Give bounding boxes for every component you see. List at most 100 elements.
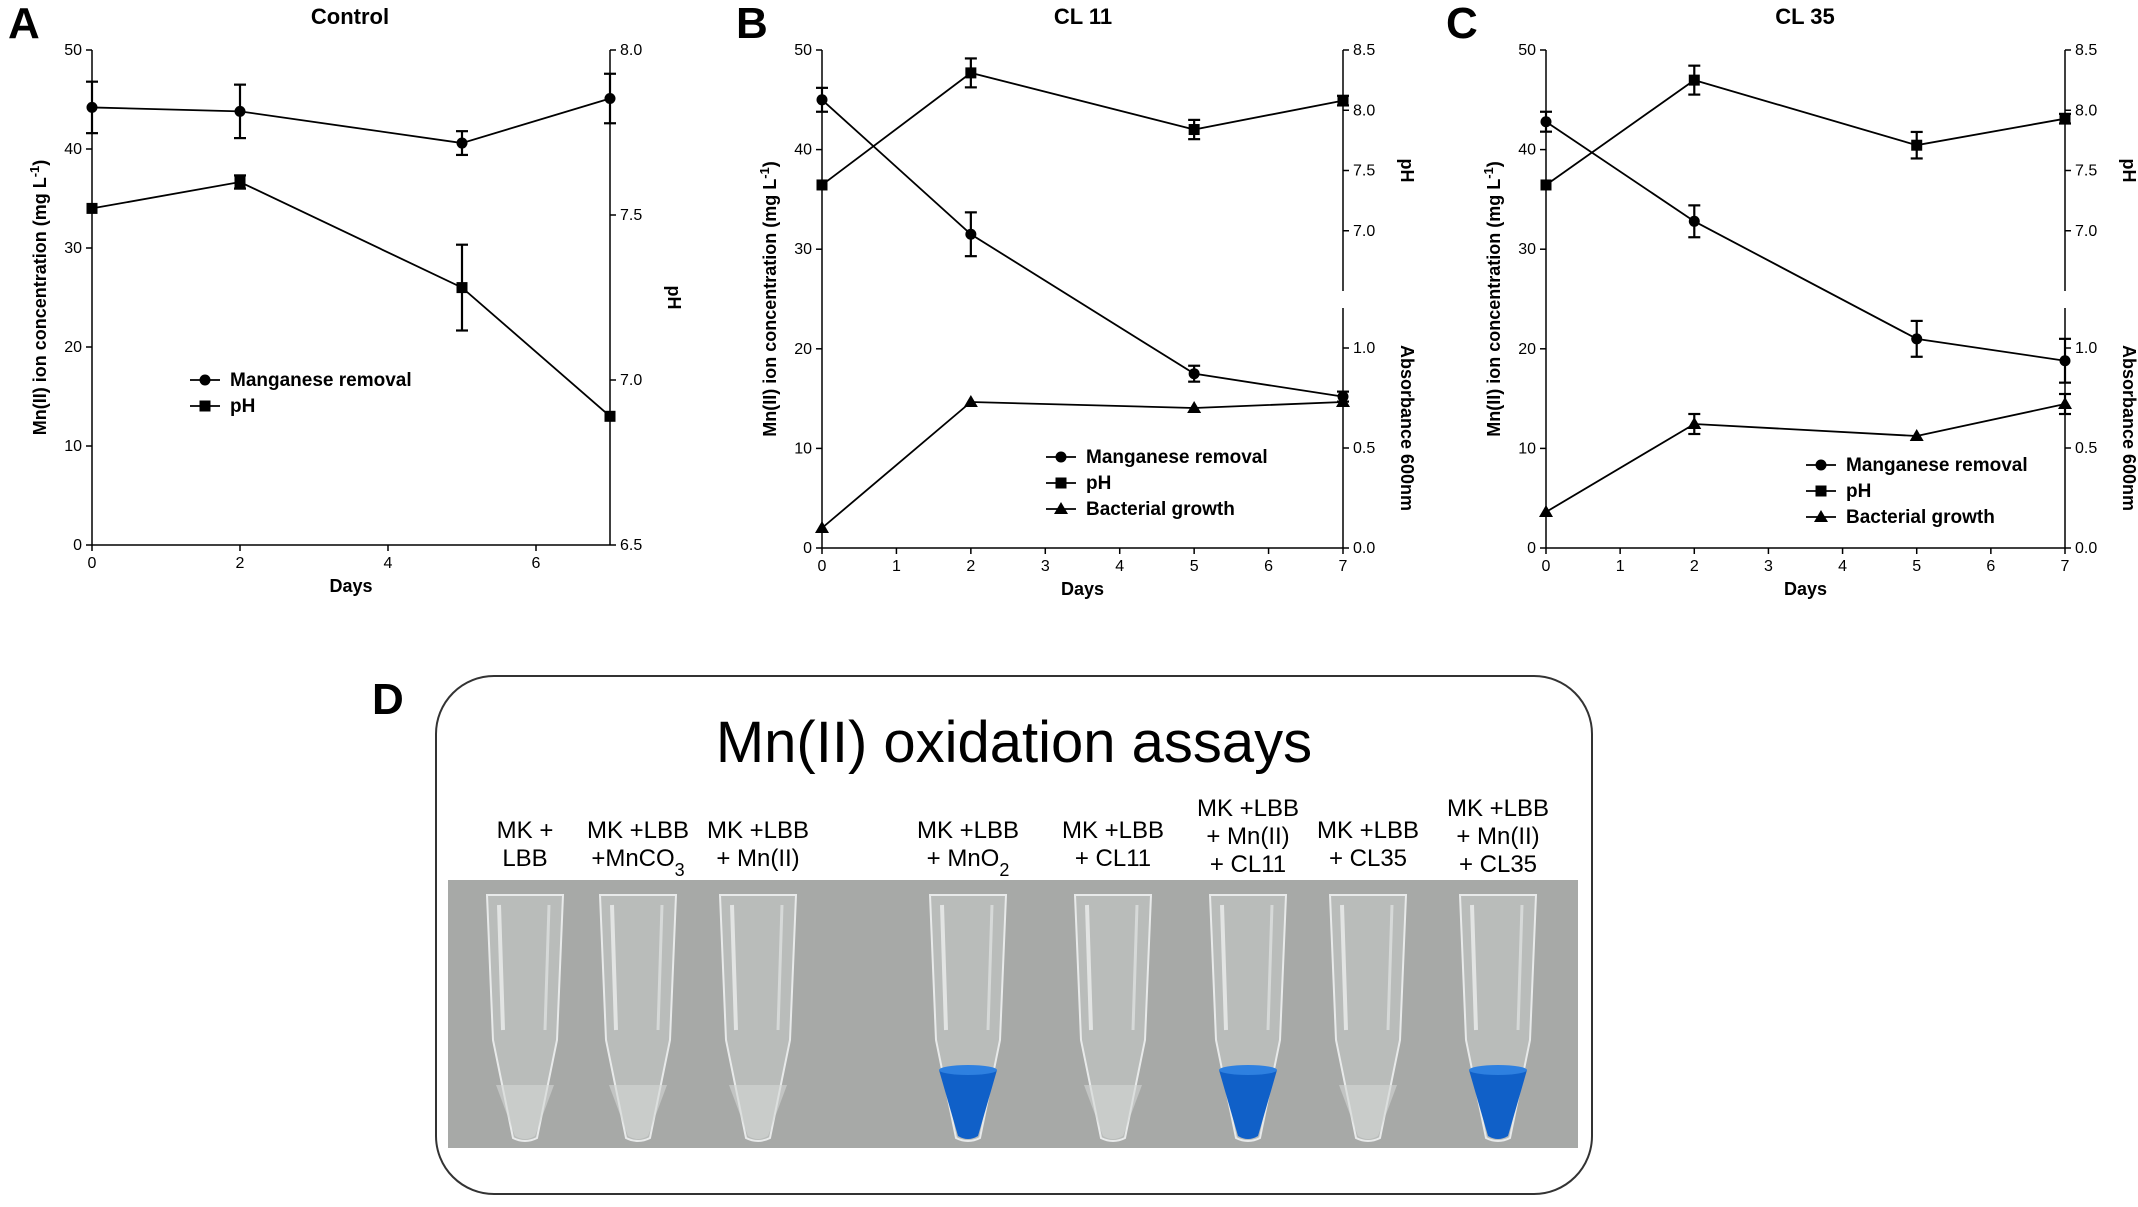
y-tick-label-left: 20 — [64, 339, 82, 356]
data-point — [1689, 75, 1700, 86]
x-tick-label: 4 — [1838, 558, 1847, 575]
y-axis-right-ph-tick-label: 8.0 — [1353, 102, 1375, 119]
data-point — [87, 203, 98, 214]
data-point — [1539, 505, 1553, 517]
series-manganese-removal — [816, 88, 1349, 402]
legend-marker — [1056, 452, 1067, 463]
series-line — [822, 73, 1343, 185]
tube-label-line: + CL35 — [1459, 851, 1537, 878]
series-manganese-removal — [1540, 112, 2071, 383]
data-point — [2060, 355, 2071, 366]
series-line — [1546, 122, 2065, 361]
data-point — [457, 138, 468, 149]
x-axis-label: Days — [1784, 579, 1827, 599]
y-axis-label-left: Mn(II) ion concentration (mg L-1) — [1481, 161, 1505, 437]
y-axis-right-absorbance-tick-label: 0.0 — [2075, 540, 2097, 557]
y-axis-label-left: Mn(II) ion concentration (mg L-1) — [27, 160, 51, 436]
y-tick-label-left: 20 — [794, 341, 812, 358]
tube-label-line: + Mn(II) — [716, 845, 799, 872]
y-axis-right-ph-tick-label: 8.5 — [1353, 42, 1375, 59]
liquid-surface — [939, 1065, 997, 1075]
panel-letter-b: B — [736, 0, 768, 48]
legend-label: pH — [1086, 473, 1111, 494]
chart-title: Control — [311, 4, 389, 29]
y-tick-label-left: 30 — [64, 240, 82, 257]
legend-label: pH — [1846, 481, 1871, 502]
y-tick-label-left: 10 — [794, 440, 812, 457]
y-tick-label-left: 50 — [794, 42, 812, 59]
legend-marker — [200, 401, 211, 412]
y-axis-right-absorbance-label: Absorbance 600nm — [1397, 345, 1417, 511]
series-line — [1546, 80, 2065, 185]
x-tick-label: 4 — [1115, 558, 1124, 575]
y-axis-right-tick-label: 8.0 — [620, 42, 642, 59]
x-tick-label: 0 — [818, 558, 827, 575]
x-tick-label: 3 — [1041, 558, 1050, 575]
legend-label: Manganese removal — [230, 370, 412, 391]
y-axis-right-absorbance-tick-label: 0.0 — [1353, 540, 1375, 557]
legend-label: Bacterial growth — [1846, 507, 1995, 528]
data-point — [1687, 417, 1701, 429]
legend-label: Manganese removal — [1846, 455, 2028, 476]
tube-label-line: MK +LBB — [1062, 817, 1164, 844]
y-axis-right-tick-label: 6.5 — [620, 537, 642, 554]
y-axis-right-tick-label: 7.0 — [620, 372, 642, 389]
y-axis-right-ph-tick-label: 8.5 — [2075, 42, 2097, 59]
series-manganese-removal — [86, 74, 616, 155]
y-tick-label-left: 20 — [1518, 341, 1536, 358]
y-tick-label-left: 10 — [1518, 440, 1536, 457]
data-point — [235, 106, 246, 117]
tube-label-line: + CL11 — [1210, 851, 1286, 878]
tube-label-line: MK +LBB — [707, 817, 809, 844]
data-point — [1689, 216, 1700, 227]
panel-letter-d: D — [372, 675, 404, 724]
tube-label-line: MK +LBB — [1197, 795, 1299, 822]
tube-label-line: MK +LBB — [587, 817, 689, 844]
y-tick-label-left: 40 — [794, 142, 812, 159]
data-point — [1338, 95, 1349, 106]
data-point — [1911, 140, 1922, 151]
series-line — [92, 99, 610, 144]
legend-label: Bacterial growth — [1086, 499, 1235, 520]
data-point — [1541, 116, 1552, 127]
x-tick-label: 1 — [1616, 558, 1625, 575]
y-tick-label-left: 30 — [1518, 241, 1536, 258]
data-point — [457, 282, 468, 293]
legend: Manganese removal pH Bacterial growth — [1806, 455, 2028, 528]
tube-label-line: MK +LBB — [917, 817, 1019, 844]
liquid-surface — [1469, 1065, 1527, 1075]
y-axis-right-ph-tick-label: 8.0 — [2075, 102, 2097, 119]
legend-label: Manganese removal — [1086, 447, 1268, 468]
data-point — [87, 102, 98, 113]
legend-marker — [1056, 478, 1067, 489]
x-tick-label: 2 — [236, 555, 245, 572]
x-tick-label: 5 — [1190, 558, 1199, 575]
y-axis-right-ph-tick-label: 7.5 — [1353, 163, 1375, 180]
data-point — [817, 179, 828, 190]
tube-label-line: MK +LBB — [1317, 817, 1419, 844]
x-tick-label: 6 — [1264, 558, 1273, 575]
y-tick-label-left: 50 — [1518, 42, 1536, 59]
tube-label-line: + Mn(II) — [1206, 823, 1289, 850]
series-bacterial-growth — [815, 395, 1350, 533]
y-axis-right-absorbance-tick-label: 1.0 — [2075, 340, 2097, 357]
x-tick-label: 7 — [1339, 558, 1348, 575]
x-tick-label: 3 — [1764, 558, 1773, 575]
legend-label: pH — [230, 396, 255, 417]
data-point — [1541, 179, 1552, 190]
data-point — [2060, 113, 2071, 124]
legend-marker — [1814, 510, 1828, 522]
y-axis-right-tick-label: 7.5 — [620, 207, 642, 224]
y-axis-right-absorbance-tick-label: 0.5 — [2075, 440, 2097, 457]
y-axis-label-left: Mn(II) ion concentration (mg L-1) — [757, 161, 781, 437]
y-tick-label-left: 0 — [803, 540, 812, 557]
y-axis-right-absorbance-tick-label: 1.0 — [1353, 340, 1375, 357]
legend-marker — [1816, 460, 1827, 471]
chart-title: CL 11 — [1054, 4, 1112, 29]
legend-marker — [200, 375, 211, 386]
data-point — [1911, 333, 1922, 344]
x-tick-label: 2 — [966, 558, 975, 575]
